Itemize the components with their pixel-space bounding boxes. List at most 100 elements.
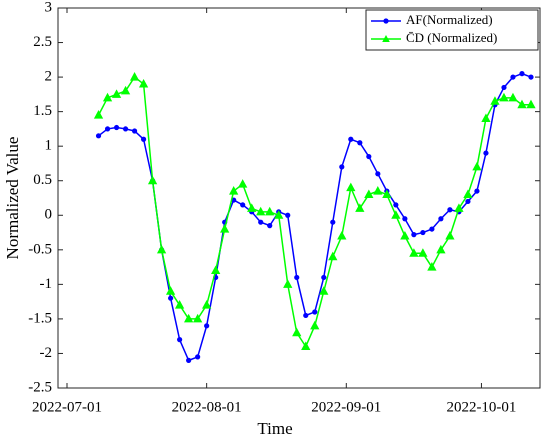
y-tick-label: -1.5 (28, 310, 52, 326)
marker (220, 224, 230, 233)
marker (258, 219, 264, 225)
marker (375, 171, 381, 177)
marker (186, 357, 192, 363)
y-tick-label: 1.5 (33, 103, 52, 119)
marker (339, 164, 345, 170)
marker (122, 126, 129, 132)
x-tick-label: 2022-10-01 (446, 399, 516, 415)
marker (366, 153, 372, 160)
marker (357, 140, 363, 146)
marker (411, 232, 417, 238)
marker (95, 133, 102, 139)
marker (247, 203, 257, 212)
y-tick-label: 1 (45, 138, 53, 154)
marker (147, 175, 158, 185)
marker (138, 78, 149, 88)
marker (202, 300, 212, 309)
marker (240, 202, 246, 208)
marker (490, 96, 500, 105)
marker (499, 92, 509, 102)
marker (393, 202, 399, 208)
marker (508, 92, 518, 102)
marker (303, 312, 309, 319)
marker (427, 262, 437, 271)
marker (346, 182, 356, 192)
y-tick-label: -0.5 (28, 241, 52, 257)
marker (285, 212, 291, 218)
marker (131, 128, 138, 134)
marker (373, 186, 383, 195)
marker (519, 71, 525, 77)
marker (472, 161, 482, 171)
legend-box (365, 9, 539, 51)
marker (409, 248, 419, 257)
marker (400, 230, 410, 240)
marker (328, 251, 338, 261)
y-tick-label: 2.5 (33, 34, 52, 50)
marker (204, 323, 210, 329)
marker (267, 223, 273, 229)
x-tick-label: 2022-08-01 (172, 399, 242, 415)
marker (429, 226, 435, 232)
marker (526, 99, 536, 109)
marker (294, 274, 300, 281)
marker (183, 313, 194, 323)
marker (355, 203, 365, 212)
marker (292, 327, 302, 337)
marker (364, 189, 374, 199)
y-tick-label: 3 (45, 0, 53, 15)
marker (465, 198, 471, 205)
legend: AF(Normalized) C̄D (Normalized) (365, 9, 539, 51)
marker (312, 309, 318, 315)
marker (102, 92, 113, 102)
marker (481, 113, 491, 123)
y-tick-label: -2 (40, 345, 53, 361)
y-tick-label: -1 (40, 276, 53, 292)
marker (447, 207, 453, 213)
marker (483, 150, 489, 156)
marker (348, 136, 354, 142)
y-tick-label: 0 (45, 207, 53, 223)
marker (301, 341, 311, 351)
marker (168, 295, 174, 301)
x-axis-label: Time (257, 419, 292, 438)
y-tick-label: 0.5 (33, 172, 52, 188)
y-tick-label: -2.5 (28, 379, 52, 395)
marker (140, 136, 147, 142)
marker (330, 219, 336, 225)
marker (238, 179, 248, 188)
marker (193, 313, 203, 323)
marker (418, 248, 428, 257)
marker (528, 74, 534, 80)
marker (120, 85, 131, 95)
marker (337, 230, 347, 240)
marker (229, 186, 239, 195)
marker (420, 229, 426, 236)
marker (436, 244, 446, 254)
marker (454, 203, 464, 212)
y-axis-label: Normalized Value (3, 137, 22, 260)
marker (321, 274, 327, 281)
marker (382, 189, 392, 199)
x-tick-label: 2022-07-01 (32, 399, 102, 415)
marker (93, 110, 104, 119)
marker (510, 74, 516, 80)
marker (195, 354, 201, 360)
marker (391, 210, 401, 219)
x-tick-label: 2022-09-01 (311, 399, 381, 415)
marker (283, 279, 293, 288)
marker (517, 99, 527, 109)
marker (463, 189, 473, 199)
marker (445, 230, 455, 240)
marker (211, 265, 221, 275)
legend-marker (383, 18, 389, 24)
legend-label: C̄D (Normalized) (406, 30, 497, 45)
marker (174, 300, 185, 309)
marker (156, 244, 167, 254)
marker (319, 286, 329, 295)
marker (474, 188, 480, 194)
marker (501, 84, 507, 91)
y-tick-label: 2 (45, 69, 53, 85)
marker (129, 72, 140, 81)
